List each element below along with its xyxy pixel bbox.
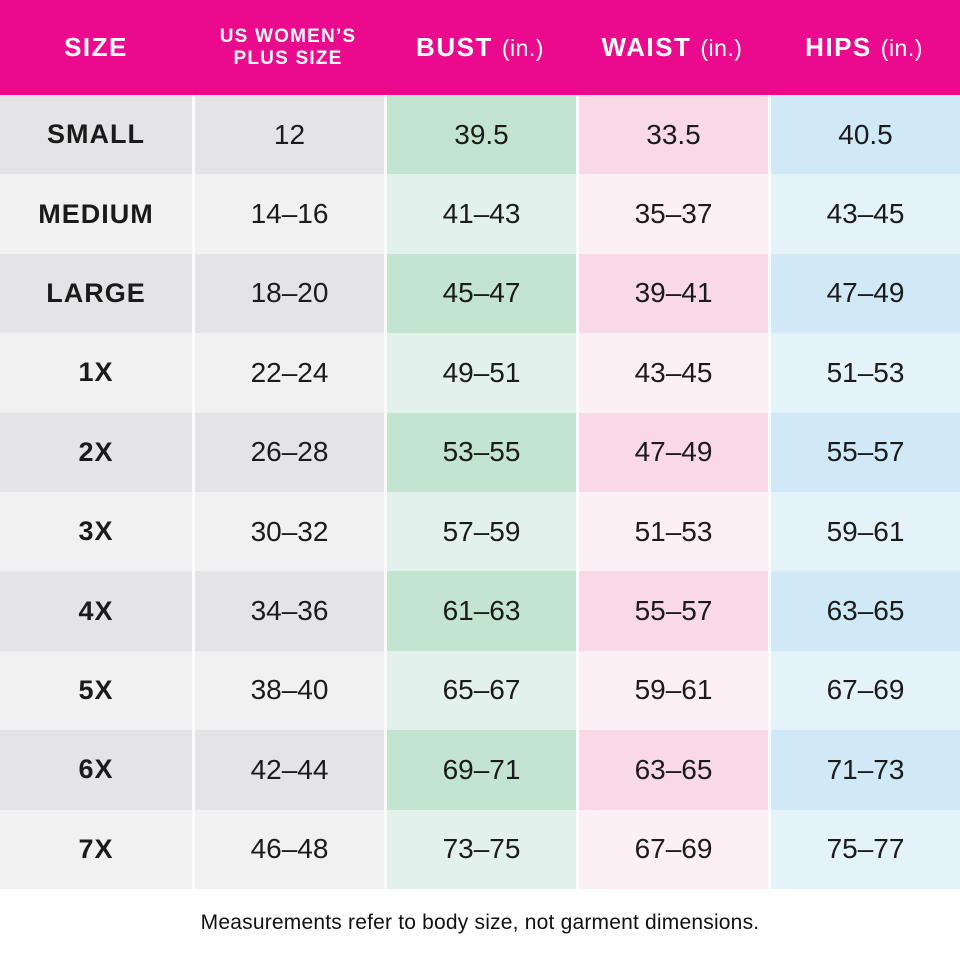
cell-waist: 67–69: [576, 809, 768, 889]
footnote-text: Measurements refer to body size, not gar…: [200, 910, 760, 934]
table-row-small: SMALL 12 39.5 33.5 40.5: [0, 95, 960, 175]
header-cell-size: SIZE: [0, 0, 192, 95]
cell-bust: 39.5: [384, 95, 576, 175]
table-row-1x: 1X 22–24 49–51 43–45 51–53: [0, 333, 960, 413]
header-waist-unit: (in.): [700, 34, 743, 61]
cell-plus-size: 18–20: [192, 253, 384, 334]
cell-waist: 55–57: [576, 571, 768, 651]
cell-plus-size: 26–28: [192, 412, 384, 492]
cell-hips: 67–69: [768, 650, 960, 731]
cell-hips: 59–61: [768, 491, 960, 572]
cell-waist: 51–53: [576, 491, 768, 572]
cell-hips: 55–57: [768, 412, 960, 492]
cell-hips: 40.5: [768, 95, 960, 175]
cell-plus-size: 42–44: [192, 730, 384, 810]
table-row-3x: 3X 30–32 57–59 51–53 59–61: [0, 491, 960, 572]
cell-size: LARGE: [0, 253, 192, 334]
cell-waist: 35–37: [576, 174, 768, 254]
cell-plus-size: 12: [192, 95, 384, 175]
table-header-row: SIZE US WOMEN’S PLUS SIZE BUST (in.) WAI…: [0, 0, 960, 95]
header-cell-hips: HIPS (in.): [768, 0, 960, 95]
cell-waist: 63–65: [576, 730, 768, 810]
cell-hips: 63–65: [768, 571, 960, 651]
cell-plus-size: 22–24: [192, 333, 384, 413]
cell-hips: 43–45: [768, 174, 960, 254]
cell-waist: 39–41: [576, 253, 768, 334]
cell-bust: 41–43: [384, 174, 576, 254]
header-hips-unit: (in.): [880, 34, 923, 61]
cell-size: SMALL: [0, 95, 192, 175]
header-waist-label: WAIST: [601, 31, 692, 62]
table-body: SMALL 12 39.5 33.5 40.5 MEDIUM 14–16 41–…: [0, 95, 960, 889]
cell-size: 3X: [0, 491, 192, 572]
table-row-4x: 4X 34–36 61–63 55–57 63–65: [0, 571, 960, 651]
header-bust-label: BUST: [416, 31, 493, 62]
table-row-7x: 7X 46–48 73–75 67–69 75–77: [0, 809, 960, 889]
cell-bust: 53–55: [384, 412, 576, 492]
cell-plus-size: 46–48: [192, 809, 384, 889]
cell-plus-size: 14–16: [192, 174, 384, 254]
cell-bust: 49–51: [384, 333, 576, 413]
table-row-2x: 2X 26–28 53–55 47–49 55–57: [0, 412, 960, 492]
cell-size: 2X: [0, 412, 192, 492]
cell-size: 4X: [0, 571, 192, 651]
cell-plus-size: 30–32: [192, 491, 384, 572]
header-size-label: SIZE: [64, 31, 128, 62]
header-cell-plus-size: US WOMEN’S PLUS SIZE: [192, 0, 384, 95]
cell-waist: 43–45: [576, 333, 768, 413]
cell-bust: 61–63: [384, 571, 576, 651]
cell-size: MEDIUM: [0, 174, 192, 254]
cell-waist: 47–49: [576, 412, 768, 492]
cell-hips: 71–73: [768, 730, 960, 810]
table-row-6x: 6X 42–44 69–71 63–65 71–73: [0, 730, 960, 810]
cell-bust: 57–59: [384, 491, 576, 572]
table-row-5x: 5X 38–40 65–67 59–61 67–69: [0, 650, 960, 731]
cell-waist: 33.5: [576, 95, 768, 175]
header-cell-bust: BUST (in.): [384, 0, 576, 95]
cell-size: 5X: [0, 650, 192, 731]
cell-bust: 45–47: [384, 253, 576, 334]
cell-size: 6X: [0, 730, 192, 810]
header-hips-label: HIPS: [805, 31, 872, 62]
cell-bust: 65–67: [384, 650, 576, 731]
cell-plus-size: 34–36: [192, 571, 384, 651]
table-row-large: LARGE 18–20 45–47 39–41 47–49: [0, 253, 960, 334]
header-bust-unit: (in.): [501, 34, 544, 61]
table-row-medium: MEDIUM 14–16 41–43 35–37 43–45: [0, 174, 960, 254]
header-cell-waist: WAIST (in.): [576, 0, 768, 95]
header-plus-size-label: US WOMEN’S PLUS SIZE: [219, 25, 357, 69]
cell-bust: 73–75: [384, 809, 576, 889]
cell-size: 1X: [0, 333, 192, 413]
cell-hips: 75–77: [768, 809, 960, 889]
cell-hips: 51–53: [768, 333, 960, 413]
cell-bust: 69–71: [384, 730, 576, 810]
cell-waist: 59–61: [576, 650, 768, 731]
cell-plus-size: 38–40: [192, 650, 384, 731]
cell-size: 7X: [0, 809, 192, 889]
cell-hips: 47–49: [768, 253, 960, 334]
